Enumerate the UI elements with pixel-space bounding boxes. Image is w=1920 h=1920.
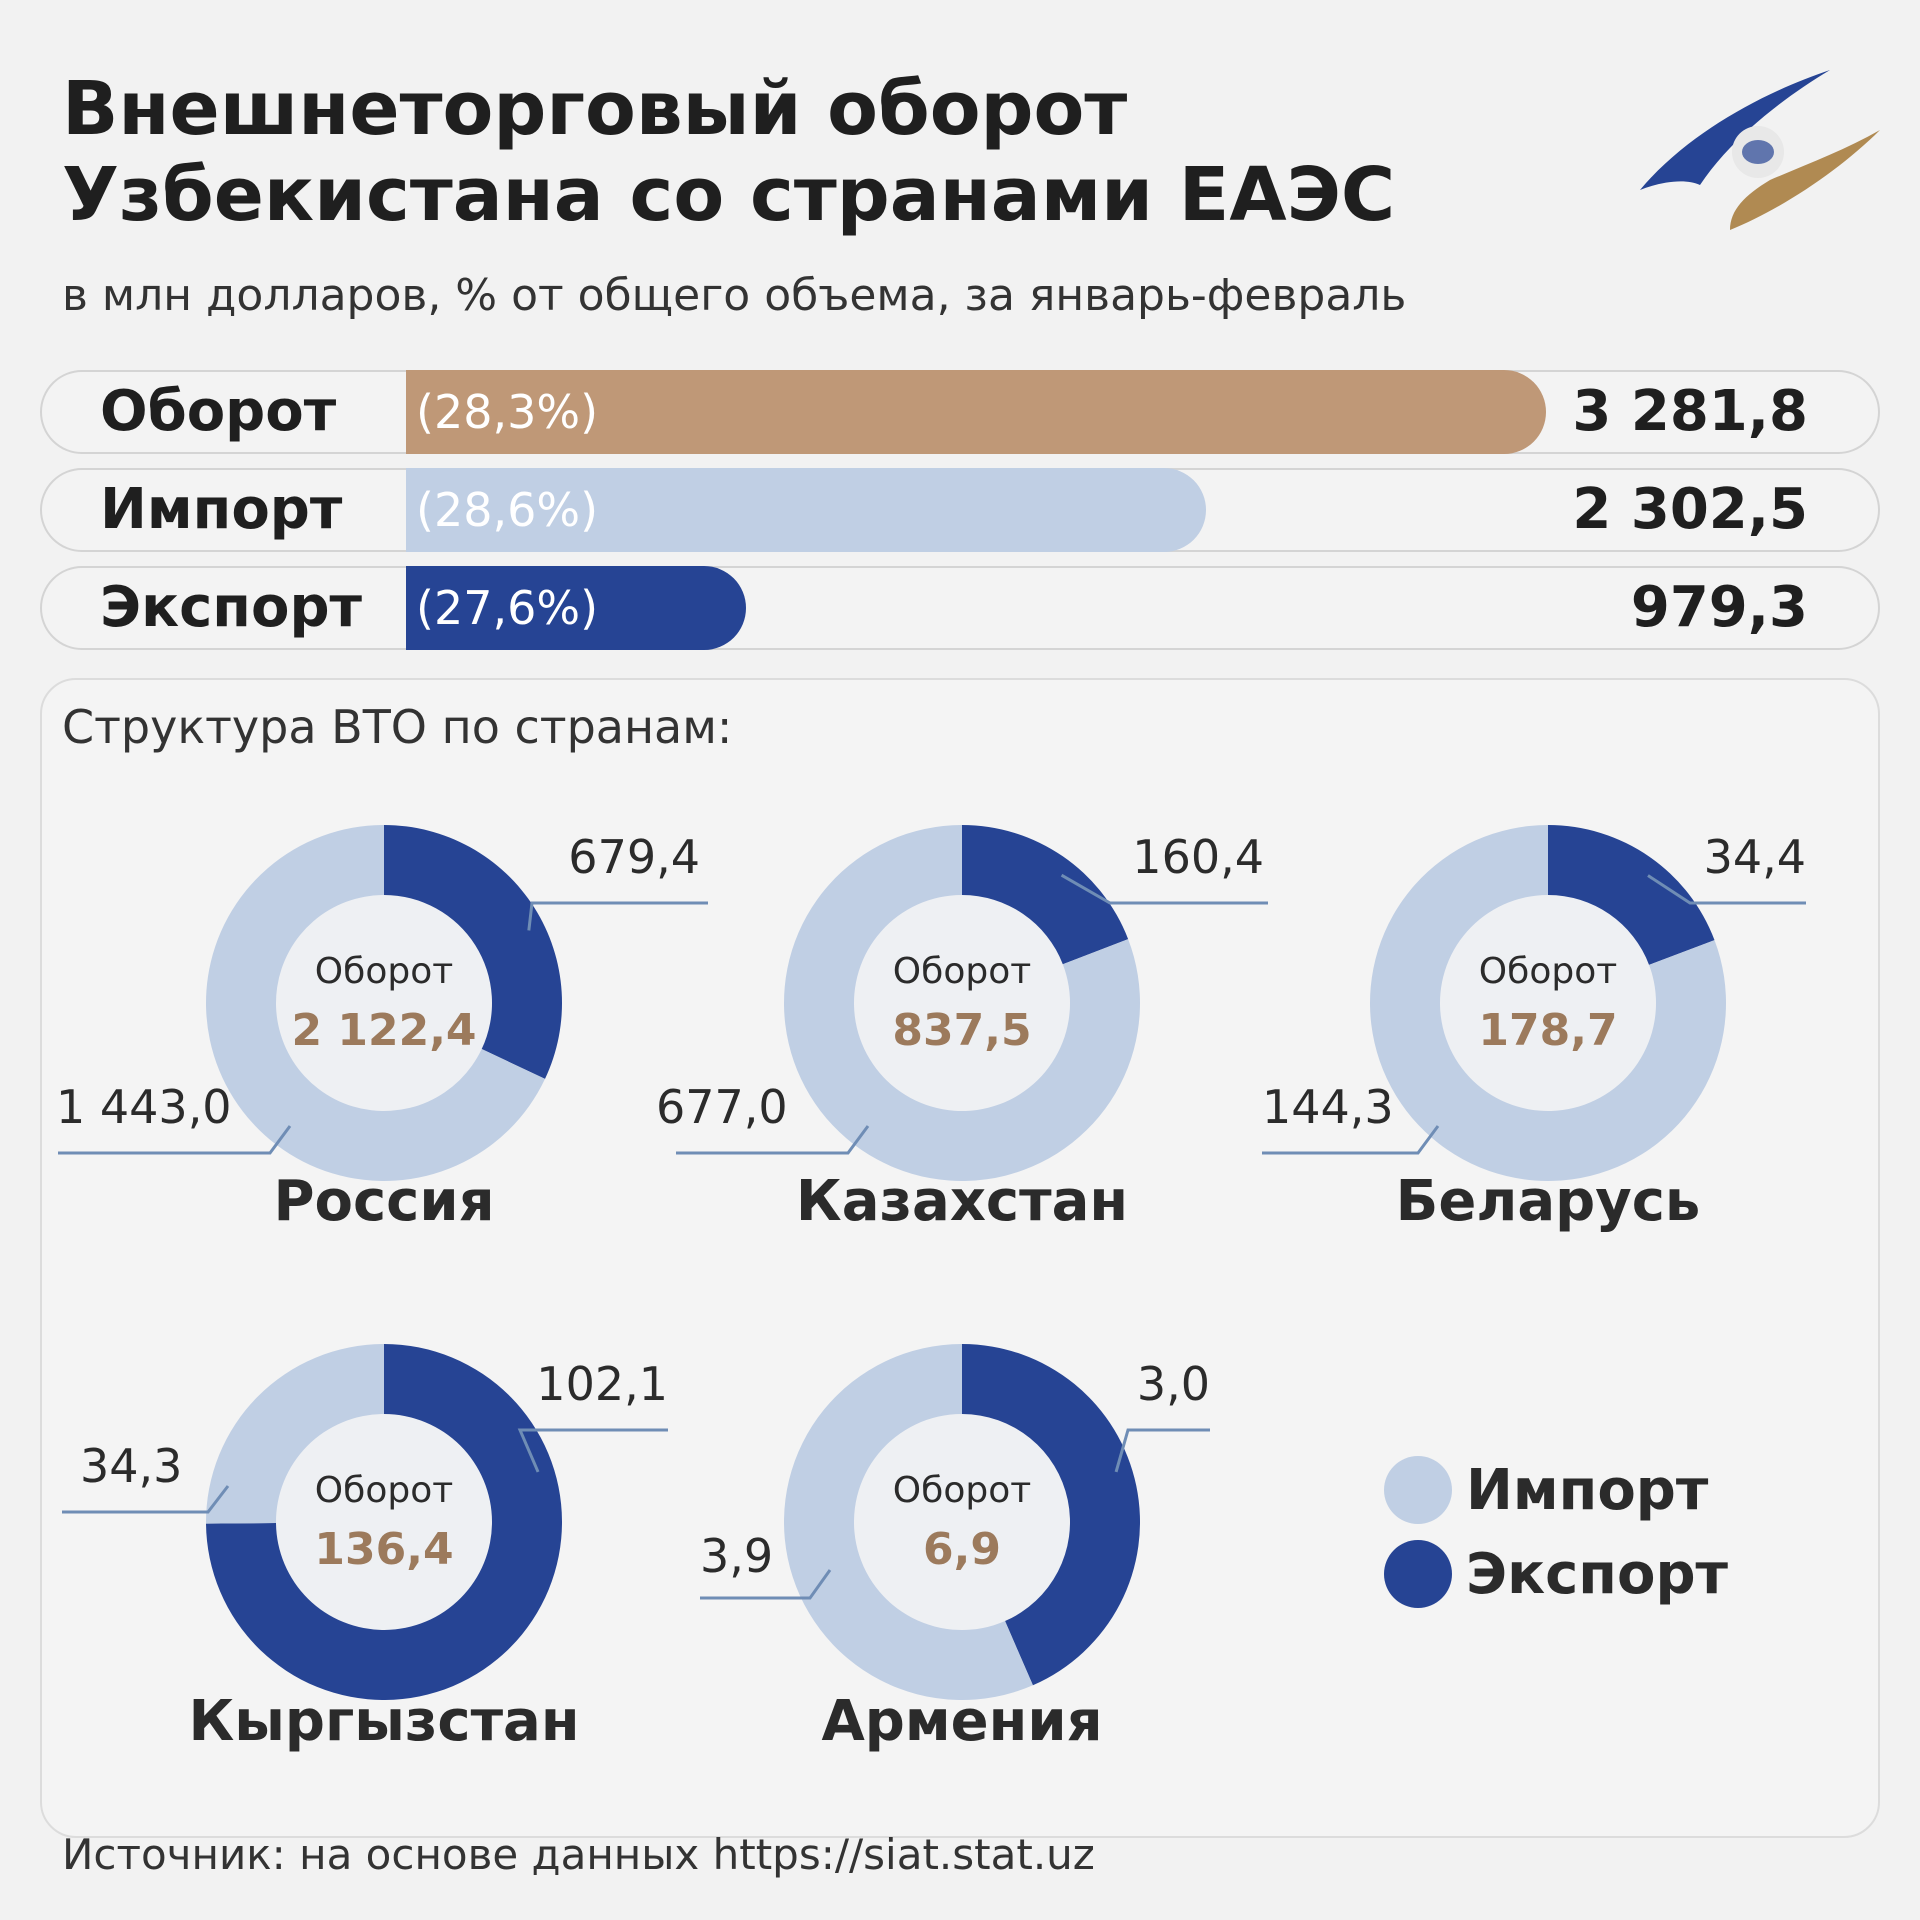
import-leader-line [58, 1125, 292, 1155]
export-value-label: 679,4 [568, 830, 700, 884]
eaeu-logo [1640, 70, 1880, 230]
import-slice [784, 1344, 1033, 1700]
import-leader-line [700, 1569, 832, 1600]
donut-3: Оборот 136,4 102,1 34,3 Кыргызстан [62, 1344, 668, 1754]
import-value-label: 34,3 [80, 1439, 182, 1493]
summary-bar-fill: (27,6%) [406, 566, 746, 650]
import-slice [1370, 825, 1727, 1181]
export-leader-line [1114, 1428, 1210, 1473]
import-value-label: 144,3 [1262, 1080, 1394, 1134]
turnover-value: 837,5 [892, 1005, 1031, 1056]
export-leader-line [527, 901, 708, 931]
summary-bar-percent: (28,3%) [416, 385, 599, 439]
country-name: Казахстан [796, 1169, 1128, 1234]
turnover-value: 6,9 [923, 1524, 1001, 1575]
donut-center [854, 895, 1070, 1111]
turnover-value: 178,7 [1478, 1005, 1617, 1056]
turnover-caption: Оборот [315, 951, 453, 992]
import-slice [206, 1344, 384, 1524]
summary-bar-value: 3 281,8 [1572, 379, 1808, 444]
country-name: Россия [273, 1169, 494, 1234]
import-leader-line [676, 1125, 870, 1155]
legend-import-swatch [1384, 1456, 1452, 1524]
summary-bar-fill: (28,6%) [406, 468, 1206, 552]
export-slice [1548, 825, 1715, 965]
turnover-value: 2 122,4 [291, 1005, 476, 1056]
import-leader-line [1262, 1125, 1440, 1155]
export-leader-line [1647, 874, 1806, 905]
summary-bar-label: Оборот [100, 379, 337, 444]
summary-bar-row: Экспорт (27,6%) 979,3 [40, 566, 1880, 650]
import-leader-line [62, 1485, 230, 1514]
page-subtitle: в млн долларов, % от общего объема, за я… [62, 270, 1407, 321]
export-value-label: 102,1 [536, 1357, 668, 1411]
export-slice [962, 1344, 1141, 1686]
summary-bar-value: 2 302,5 [1572, 477, 1808, 542]
import-value-label: 1 443,0 [56, 1080, 232, 1134]
donut-center [276, 1414, 492, 1630]
legend-import-label: Импорт [1466, 1458, 1709, 1523]
page-title: Внешнеторговый оборот Узбекистана со стр… [62, 66, 1562, 238]
export-leader-line [1060, 873, 1268, 905]
import-value-label: 677,0 [656, 1080, 788, 1134]
turnover-caption: Оборот [315, 1470, 453, 1511]
summary-bar-value: 979,3 [1630, 575, 1808, 640]
export-slice [384, 825, 562, 1079]
export-value-label: 34,4 [1704, 830, 1806, 884]
export-value-label: 160,4 [1132, 830, 1264, 884]
import-slice [784, 825, 1140, 1181]
export-slice [206, 1344, 562, 1700]
summary-bar-fill: (28,3%) [406, 370, 1546, 454]
title-line-2: Узбекистана со странами ЕАЭС [62, 152, 1396, 238]
export-leader-line [517, 1428, 668, 1473]
source-note: Источник: на основе данных https://siat.… [62, 1830, 1095, 1879]
legend-export-swatch [1384, 1540, 1452, 1608]
country-name: Кыргызстан [188, 1689, 579, 1754]
legend-export-label: Экспорт [1466, 1542, 1729, 1607]
summary-bar-label: Экспорт [100, 575, 363, 640]
donut-0: Оборот 2 122,4 679,4 1 443,0 Россия [56, 825, 708, 1234]
export-slice [962, 825, 1129, 965]
turnover-caption: Оборот [1479, 951, 1617, 992]
summary-bar-row: Импорт (28,6%) 2 302,5 [40, 468, 1880, 552]
summary-bar-percent: (27,6%) [416, 581, 599, 635]
structure-title: Структура ВТО по странам: [62, 700, 733, 754]
donut-4: Оборот 6,9 3,0 3,9 Армения [700, 1344, 1210, 1754]
export-value-label: 3,0 [1137, 1357, 1210, 1411]
donut-center [854, 1414, 1070, 1630]
turnover-value: 136,4 [314, 1524, 453, 1575]
summary-bar-row: Оборот (28,3%) 3 281,8 [40, 370, 1880, 454]
import-value-label: 3,9 [700, 1529, 773, 1583]
summary-bar-percent: (28,6%) [416, 483, 599, 537]
turnover-caption: Оборот [893, 951, 1031, 992]
import-slice [206, 825, 546, 1181]
turnover-caption: Оборот [893, 1470, 1031, 1511]
title-line-1: Внешнеторговый оборот [62, 66, 1128, 152]
donut-center [1440, 895, 1656, 1111]
country-name: Беларусь [1396, 1169, 1701, 1234]
donut-center [276, 895, 492, 1111]
summary-bar-label: Импорт [100, 477, 343, 542]
country-name: Армения [821, 1689, 1102, 1754]
